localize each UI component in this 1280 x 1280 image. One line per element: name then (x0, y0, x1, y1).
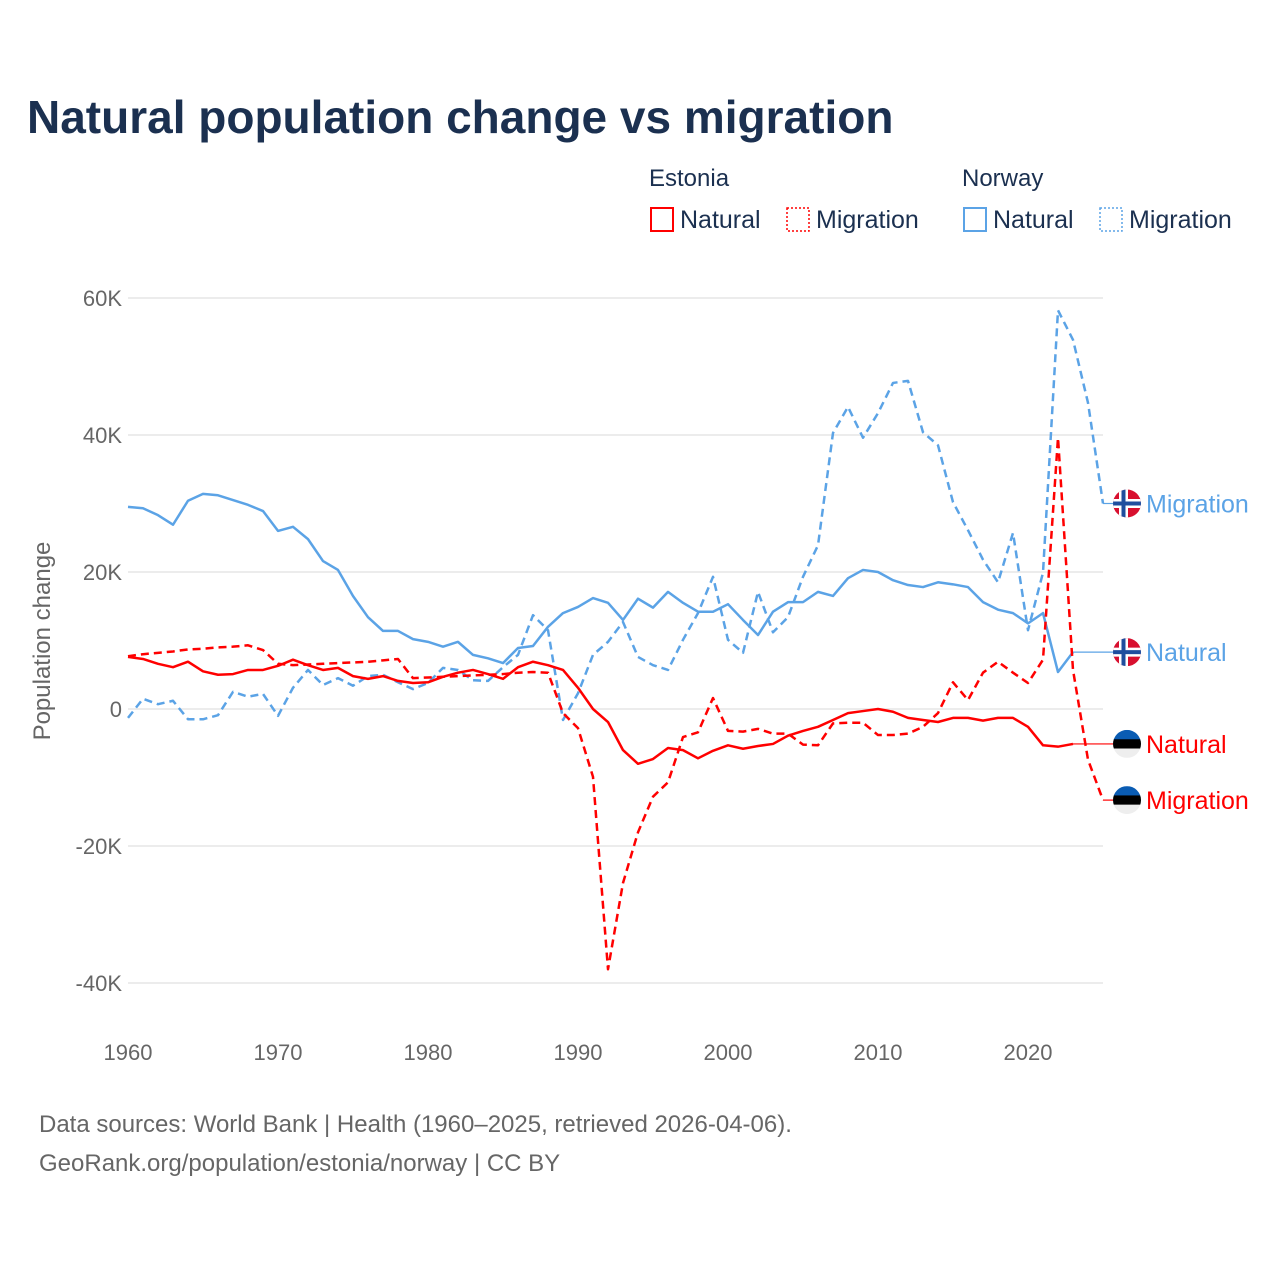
estonia-flag-icon (1113, 729, 1141, 758)
chart-title: Natural population change vs migration (27, 91, 893, 143)
y-tick-label: -20K (76, 834, 123, 859)
legend-item-norway-migration[interactable]: Migration (1129, 206, 1232, 234)
flag-body (1113, 638, 1141, 667)
y-axis-label: Population change (29, 542, 56, 741)
series-line-estonia-natural (127, 655, 1074, 766)
footer-link[interactable]: GeoRank.org/population/estonia/norway | … (39, 1150, 560, 1177)
y-tick-label: 0 (110, 697, 122, 722)
legend-item-norway-natural[interactable]: Natural (993, 206, 1074, 234)
footer-sources: Data sources: World Bank | Health (1960–… (39, 1111, 792, 1138)
end-label: Migration (1146, 787, 1249, 815)
flag-blue-h (1113, 650, 1141, 655)
end-labels: Migration Natural Natural Migration (1073, 489, 1249, 815)
y-ticks: 60K 40K 20K 0 -20K -40K (76, 286, 123, 996)
flag-blue (1113, 786, 1141, 797)
legend-item-estonia-natural[interactable]: Natural (680, 206, 761, 234)
series-lines (127, 309, 1105, 971)
norway-flag-icon (1113, 489, 1141, 518)
series-line-norway-migration (127, 309, 1105, 722)
flag-white (1113, 804, 1141, 815)
flag-body (1113, 786, 1141, 815)
flag-body (1113, 489, 1141, 518)
flag-blue (1113, 729, 1141, 741)
estonia-flag-icon (1113, 786, 1141, 815)
legend-swatch-estonia-migration (786, 207, 810, 232)
y-tick-label: 60K (83, 286, 122, 311)
flag-black (1113, 739, 1141, 749)
end-label: Natural (1146, 731, 1227, 759)
legend-swatch-norway-natural (963, 207, 987, 232)
legend-item-estonia-migration[interactable]: Migration (816, 206, 919, 234)
x-tick-label: 1980 (404, 1040, 453, 1065)
grid (128, 297, 1103, 984)
legend-group-norway: Norway (962, 165, 1043, 192)
flag-blue-h (1113, 501, 1141, 506)
x-tick-label: 1960 (104, 1040, 153, 1065)
norway-flag-icon (1113, 638, 1141, 667)
series-line-norway-natural (127, 492, 1074, 674)
legend-swatch-estonia-natural (650, 207, 674, 232)
series-line-estonia-migration (127, 436, 1105, 971)
x-tick-label: 2010 (854, 1040, 903, 1065)
y-tick-label: -40K (76, 971, 123, 996)
flag-black (1113, 795, 1141, 805)
end-label: Natural (1146, 639, 1227, 667)
flag-body (1113, 729, 1141, 758)
legend-swatch-norway-migration (1099, 207, 1123, 232)
x-tick-label: 1970 (254, 1040, 303, 1065)
legend-group-estonia: Estonia (649, 165, 730, 192)
legend: Estonia Natural Migration Norway Natural… (649, 165, 1232, 234)
flag-blue-v (1121, 489, 1126, 518)
x-tick-label: 1990 (554, 1040, 603, 1065)
x-tick-label: 2000 (704, 1040, 753, 1065)
y-tick-label: 40K (83, 423, 122, 448)
flag-blue-v (1121, 638, 1126, 667)
x-ticks: 1960 1970 1980 1990 2000 2010 2020 (104, 1040, 1053, 1065)
y-tick-label: 20K (83, 560, 122, 585)
end-label: Migration (1146, 491, 1249, 519)
flag-white (1113, 748, 1141, 758)
x-tick-label: 2020 (1004, 1040, 1053, 1065)
